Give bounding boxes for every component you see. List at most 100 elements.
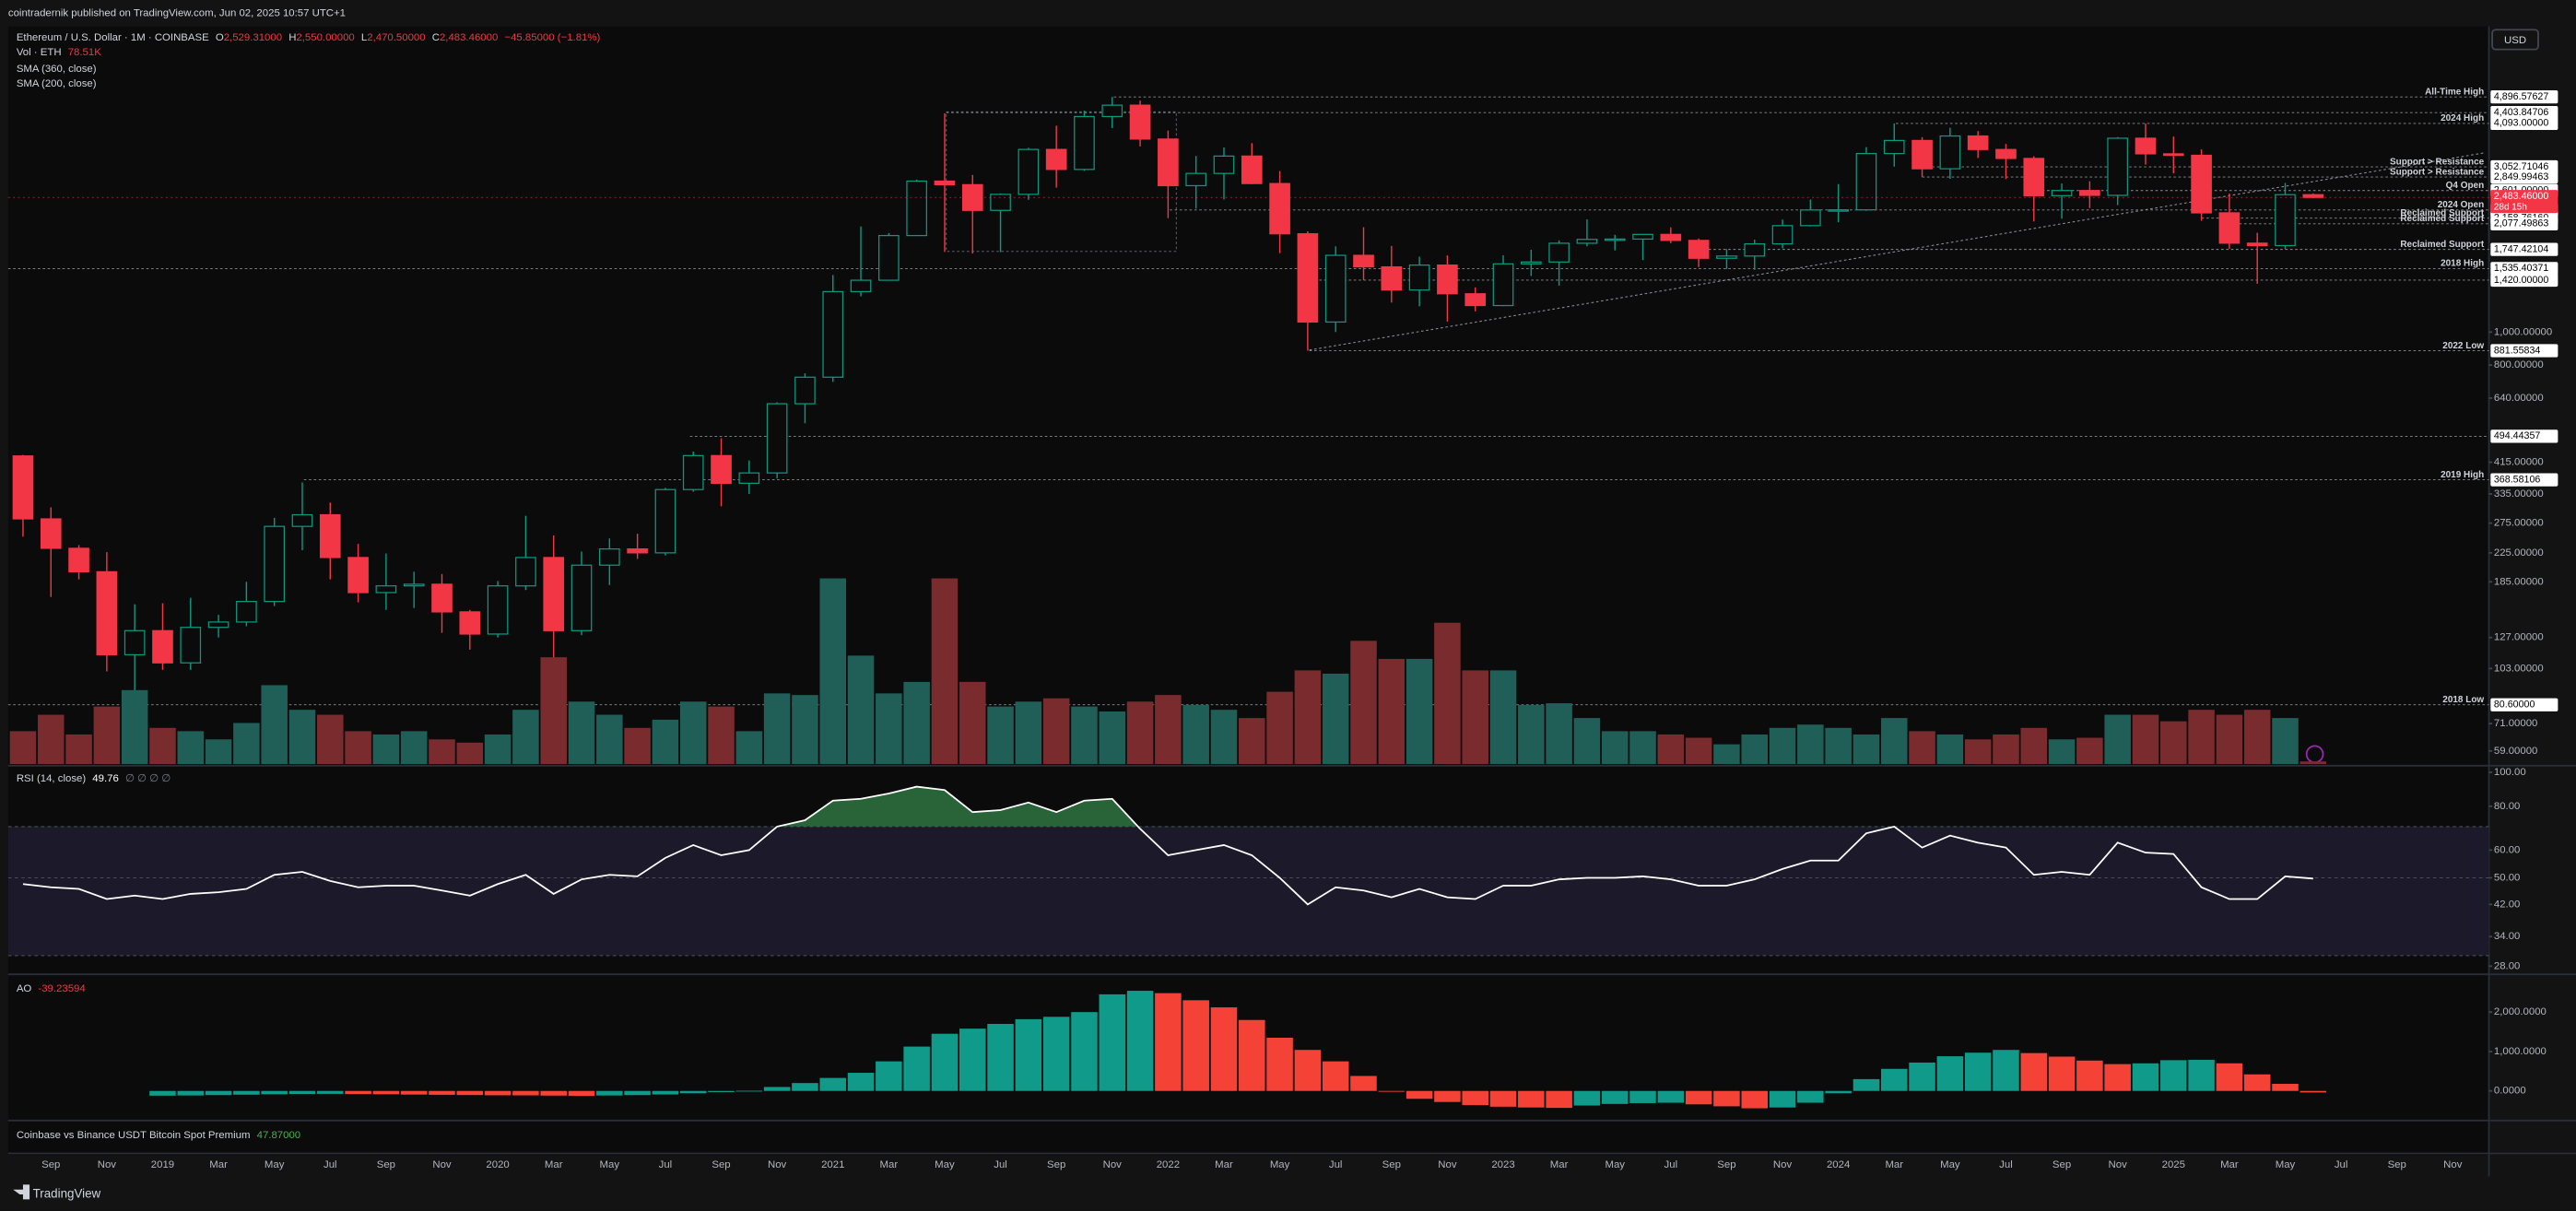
publisher: cointradernik published on TradingView.c…	[8, 7, 346, 18]
candle-body	[2275, 194, 2296, 247]
ao-bar	[1489, 1090, 1517, 1107]
volume-bar	[540, 657, 567, 765]
y-tick-label: 28.00	[2494, 960, 2521, 971]
volume-bar	[1042, 698, 1070, 765]
candle-body	[1855, 152, 1877, 211]
candle-body	[1911, 139, 1933, 170]
ao-bar	[149, 1090, 176, 1096]
volume-bar	[37, 714, 65, 765]
ao-bar	[2104, 1064, 2131, 1091]
legend-item: 47.87000	[257, 1130, 301, 1141]
ao-bar	[1629, 1090, 1656, 1103]
volume-bar	[931, 578, 959, 765]
level-text: Reclaimed Support	[2400, 240, 2485, 250]
volume-bar	[1909, 731, 1935, 765]
candle-body	[598, 548, 620, 566]
footer-brand: TradingView	[33, 1187, 101, 1201]
level-text: Reclaimed Support	[2400, 214, 2485, 224]
ao-bar	[400, 1090, 428, 1095]
ao-bar	[2020, 1052, 2048, 1091]
x-tick-label: Mar	[1215, 1159, 1233, 1170]
candle-body	[1129, 104, 1151, 140]
level-value: 80.60000	[2494, 700, 2535, 711]
ao-bar	[372, 1090, 400, 1095]
candle-body	[1939, 135, 1961, 170]
candle-body	[1101, 104, 1123, 118]
volume-bar	[2132, 714, 2159, 765]
candle-body	[236, 600, 257, 623]
candle-body	[934, 180, 956, 186]
volume-bar	[1769, 727, 1796, 765]
candle-body	[1045, 148, 1067, 170]
ao-bar	[1406, 1090, 1433, 1099]
last-price-box	[2490, 190, 2558, 214]
legend-item: 2,483.46000	[440, 32, 498, 43]
x-tick-label: Jul	[994, 1159, 1007, 1170]
x-tick-label: Nov	[432, 1159, 452, 1170]
volume-bar	[261, 685, 288, 765]
candle-body	[1213, 155, 1235, 174]
legend-item: ∅ ∅ ∅ ∅	[125, 773, 171, 784]
candle-body	[682, 454, 704, 490]
ao-bar	[288, 1090, 316, 1095]
volume-bar	[1657, 734, 1685, 765]
candle-body	[319, 513, 341, 558]
ao-bar	[1239, 1019, 1265, 1091]
candle-body	[1324, 254, 1347, 323]
ao-bar	[1657, 1090, 1685, 1103]
level-value-box	[2490, 262, 2558, 276]
ao-bar	[1042, 1017, 1070, 1091]
x-tick-label: May	[600, 1159, 620, 1170]
candle-body	[459, 611, 481, 635]
ao-bar	[2160, 1060, 2187, 1091]
volume-bar	[1880, 718, 1908, 765]
level-text: Reclaimed Support	[2400, 208, 2485, 218]
ao-bar	[1853, 1078, 1880, 1091]
ao-bar	[484, 1090, 512, 1096]
volume-bar	[1518, 704, 1545, 765]
ao-bar	[679, 1090, 707, 1094]
volume-bar	[317, 714, 344, 765]
candle-body	[2107, 137, 2128, 196]
volume-bar	[2216, 714, 2243, 765]
currency-box[interactable]	[2491, 29, 2539, 51]
legend: AO -39.23594	[17, 983, 86, 994]
candle-body	[2079, 190, 2100, 196]
ao-bar	[596, 1090, 623, 1096]
x-tick-label: Jul	[2335, 1159, 2348, 1170]
candle-body	[124, 629, 146, 656]
candle-body	[570, 564, 593, 631]
volume-bar	[792, 695, 818, 765]
x-tick-label: Jul	[1329, 1159, 1343, 1170]
legend-item: 78.51K	[68, 47, 102, 58]
ao-bar	[1936, 1056, 1964, 1091]
candle-body	[1297, 233, 1319, 323]
ao-bar	[177, 1090, 205, 1096]
volume-bar	[233, 723, 260, 765]
x-tick-label: Nov	[2109, 1159, 2128, 1170]
legend-item: RSI (14, close)	[17, 773, 87, 784]
ao-bar	[1573, 1090, 1601, 1106]
x-tick-label: May	[1270, 1159, 1290, 1170]
candle-body	[1017, 148, 1040, 195]
candle-body	[738, 472, 760, 484]
ao-bar	[512, 1090, 539, 1096]
volume-bar	[121, 689, 148, 765]
ao-bar	[317, 1090, 344, 1094]
y-tick-label: 59.00000	[2494, 746, 2538, 757]
ao-bar	[652, 1090, 679, 1095]
currency[interactable]: USD	[2504, 35, 2526, 46]
candle-body	[1828, 209, 1849, 212]
level-text: 2022 Low	[2442, 341, 2484, 351]
legend: Vol · ETH 78.51K	[17, 47, 101, 58]
y-tick-label: 103.00000	[2494, 663, 2544, 674]
volume-bar	[1239, 718, 1265, 765]
ao-bar	[261, 1090, 288, 1095]
level-value-box	[2490, 429, 2558, 443]
candle-body	[487, 585, 509, 635]
volume-bar	[1155, 695, 1182, 765]
candle-body	[515, 557, 536, 587]
logo	[13, 1184, 30, 1200]
ao-bar	[1015, 1018, 1042, 1091]
ao-bar	[1294, 1050, 1322, 1091]
